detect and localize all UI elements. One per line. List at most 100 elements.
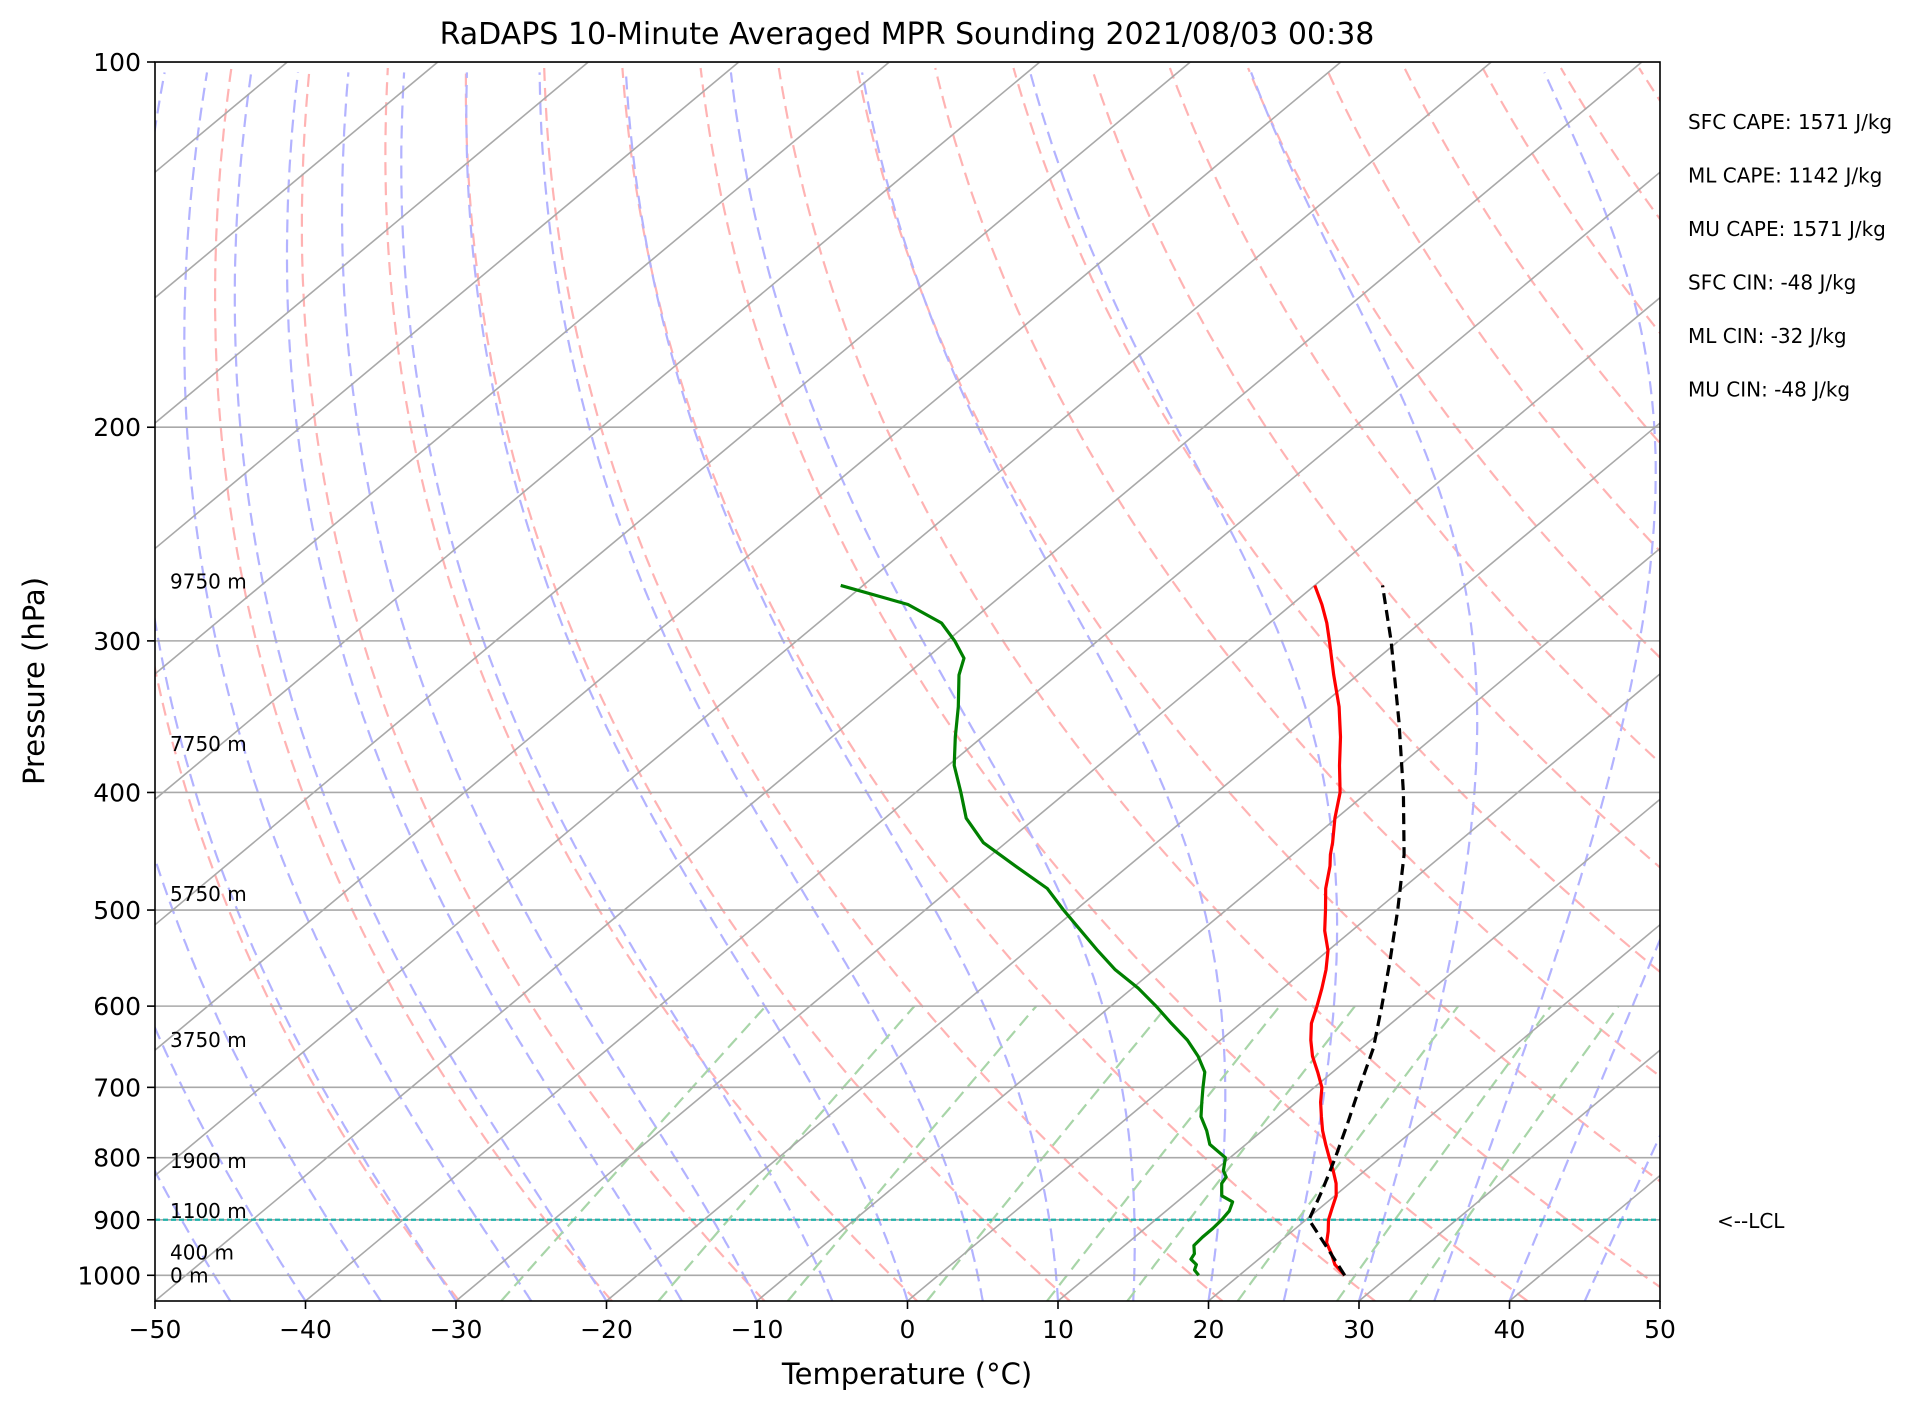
dry-adiabat-line xyxy=(934,67,1660,1078)
isotherm-line xyxy=(155,62,1191,926)
dry-adiabat-line xyxy=(1874,68,1925,1301)
isotherm-line xyxy=(155,62,1342,1052)
height-label: 7750 m xyxy=(170,732,247,756)
dry-adiabats xyxy=(155,67,1925,1301)
moist-adiabat-line xyxy=(538,72,984,1301)
mixing-ratio-lines xyxy=(500,1005,1620,1301)
y-tick-label: 700 xyxy=(93,1073,141,1102)
isotherm-line xyxy=(155,62,1643,1301)
y-tick-label: 200 xyxy=(93,413,141,442)
dry-adiabat-line xyxy=(384,67,918,1301)
moist-adiabats xyxy=(155,71,1660,1301)
chart-title: RaDAPS 10-Minute Averaged MPR Sounding 2… xyxy=(440,17,1375,52)
x-tick-label: 10 xyxy=(1042,1315,1074,1344)
dry-adiabat-line xyxy=(1168,67,1660,765)
x-tick-label: −20 xyxy=(580,1315,633,1344)
stat-line: SFC CAPE: 1571 J/kg xyxy=(1688,110,1892,134)
dry-adiabat-line xyxy=(1012,67,1660,974)
isotherm-line xyxy=(1358,1049,1660,1301)
height-label: 9750 m xyxy=(170,569,247,593)
temperature-profile-line xyxy=(1309,584,1346,1277)
height-label: 400 m xyxy=(170,1241,234,1265)
moist-adiabat-line xyxy=(183,72,533,1301)
moist-adiabat-line xyxy=(285,72,683,1301)
isotherm-line xyxy=(155,62,439,299)
dry-adiabat-line xyxy=(1090,67,1660,869)
dry-adiabat-line xyxy=(1796,68,1925,1301)
x-tick-label: −30 xyxy=(430,1315,483,1344)
stat-line: ML CIN: -32 J/kg xyxy=(1688,324,1847,348)
mixing-ratio-line xyxy=(1236,1005,1460,1301)
stat-line: MU CIN: -48 J/kg xyxy=(1688,378,1850,402)
x-tick-label: 20 xyxy=(1193,1315,1225,1344)
y-tick-label: 500 xyxy=(93,896,141,925)
moist-adiabat-line xyxy=(155,72,457,1301)
mixing-ratio-line xyxy=(926,1005,1168,1301)
isotherm-line xyxy=(1207,923,1660,1301)
y-axis-label: Pressure (hPa) xyxy=(17,577,51,785)
dry-adiabat-line xyxy=(1325,67,1660,553)
height-label: 1100 m xyxy=(170,1199,247,1223)
lcl-label: <--LCL xyxy=(1717,1209,1785,1233)
height-label: 5750 m xyxy=(170,882,247,906)
x-tick-label: −10 xyxy=(731,1315,784,1344)
dry-adiabat-line xyxy=(1481,67,1660,335)
height-label: 0 m xyxy=(170,1263,209,1287)
x-tick-label: 50 xyxy=(1644,1315,1676,1344)
moist-adiabat-line xyxy=(155,1168,232,1301)
x-axis-ticks: −50 −40 −30 −20 −10 0 10 20 30 40 50 xyxy=(129,1301,1676,1344)
moist-adiabat-line xyxy=(465,72,909,1301)
isotherm-line xyxy=(455,296,1660,1301)
moist-adiabat-line xyxy=(861,72,1227,1301)
moist-adiabat-line xyxy=(624,72,1060,1301)
x-tick-label: 30 xyxy=(1343,1315,1375,1344)
isotherm-line xyxy=(155,62,740,550)
moist-adiabat-line xyxy=(155,855,382,1301)
stat-line: ML CAPE: 1142 J/kg xyxy=(1688,164,1882,188)
dry-adiabat-line xyxy=(777,67,1660,1289)
dewpoint-profile-line xyxy=(840,583,1235,1277)
moist-adiabat-line xyxy=(1250,72,1479,1301)
dry-adiabat-line xyxy=(300,67,766,1301)
y-tick-label: 100 xyxy=(93,48,141,77)
mixing-ratio-line xyxy=(1336,1005,1552,1301)
isotherm-line xyxy=(756,547,1660,1301)
stat-line: MU CAPE: 1571 J/kg xyxy=(1688,217,1886,241)
dry-adiabat-line xyxy=(621,67,1376,1301)
dry-adiabat-line xyxy=(1559,67,1660,221)
dry-adiabat-line xyxy=(155,663,461,1301)
isobars xyxy=(155,62,1660,1277)
isotherm-line xyxy=(155,62,589,425)
dry-adiabat-line xyxy=(699,67,1529,1301)
moist-adiabat-line xyxy=(1659,1298,1660,1301)
isotherm-line xyxy=(155,62,1492,1177)
moist-adiabat-line xyxy=(400,72,834,1301)
y-tick-label: 300 xyxy=(93,627,141,656)
height-label: 3750 m xyxy=(170,1028,247,1052)
dry-adiabat-line xyxy=(1403,67,1660,445)
x-tick-label: 40 xyxy=(1494,1315,1526,1344)
moist-adiabat-line xyxy=(1433,71,1657,1301)
dry-adiabat-line xyxy=(1717,68,1925,1301)
sounding-series xyxy=(840,583,1406,1277)
isotherm-line xyxy=(605,422,1660,1301)
y-tick-label: 800 xyxy=(93,1144,141,1173)
mixing-ratio-line xyxy=(657,1005,916,1301)
moist-adiabat-line xyxy=(1029,72,1339,1301)
height-label: 1900 m xyxy=(170,1149,247,1173)
isotherm-line xyxy=(155,62,890,675)
isotherm-line xyxy=(304,171,1660,1301)
y-tick-label: 1000 xyxy=(77,1261,141,1290)
stat-line: SFC CIN: -48 J/kg xyxy=(1688,271,1856,295)
x-axis-label: Temperature (°C) xyxy=(781,1357,1032,1391)
isotherm-line xyxy=(155,62,1041,801)
dry-adiabat-line xyxy=(543,67,1224,1301)
y-tick-label: 400 xyxy=(93,778,141,807)
mixing-ratio-line xyxy=(500,1005,767,1301)
x-tick-label: −40 xyxy=(279,1315,332,1344)
stability-stats: SFC CAPE: 1571 J/kg ML CAPE: 1142 J/kg MU … xyxy=(1688,110,1892,402)
dry-adiabat-line xyxy=(855,67,1660,1183)
mixing-ratio-line xyxy=(1408,1005,1620,1301)
